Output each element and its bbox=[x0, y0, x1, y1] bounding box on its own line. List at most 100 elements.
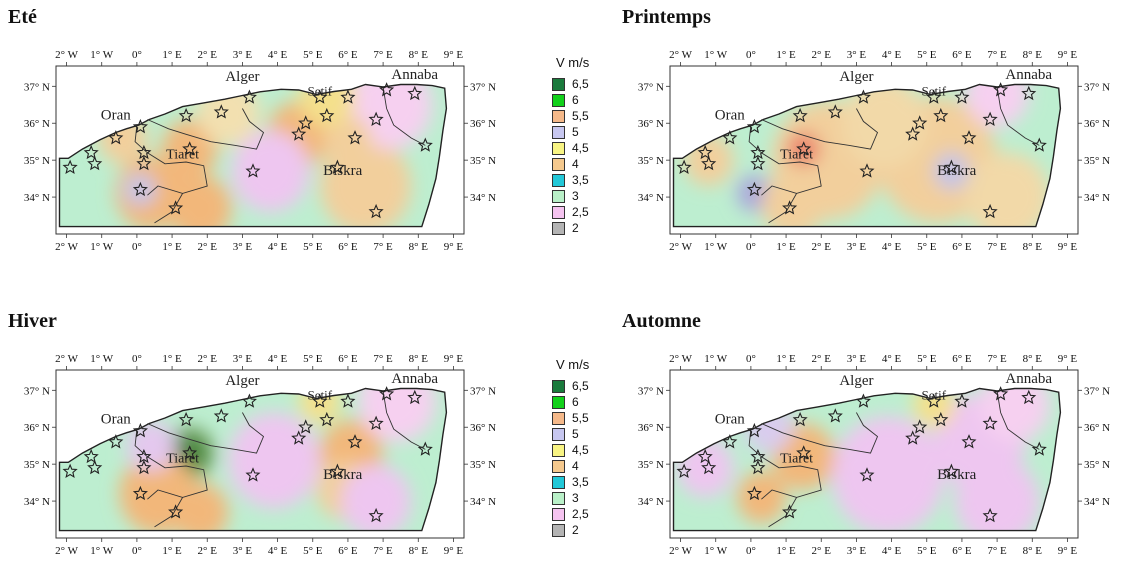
longitude-tick-label: 8° E bbox=[1023, 545, 1043, 557]
station-marker bbox=[407, 85, 423, 101]
map-ete: 2° W 2° W 1° W 1° W 0° 0° 1° E 1° E 2° E 2° E 3° E… bbox=[24, 49, 496, 253]
longitude-tick-label: 3° E bbox=[847, 49, 867, 61]
legend-swatch bbox=[552, 77, 565, 91]
coastline bbox=[672, 83, 1062, 228]
longitude-tick-label: 1° E bbox=[776, 545, 796, 557]
longitude-tick-label: 3° E bbox=[847, 545, 867, 557]
station-marker bbox=[750, 144, 766, 160]
legend-label: 3,5 bbox=[572, 173, 589, 187]
longitude-tick-label: 1° E bbox=[162, 241, 182, 253]
longitude-tick-label: 9° E bbox=[444, 241, 464, 253]
station-marker bbox=[182, 445, 198, 460]
map-frame bbox=[669, 369, 1079, 539]
longitude-tick-label: 8° E bbox=[409, 49, 429, 61]
longitude-tick-label: 7° E bbox=[373, 545, 393, 557]
station-marker bbox=[796, 141, 812, 156]
city-label-alger: Alger bbox=[225, 69, 259, 85]
wind-zone bbox=[168, 174, 232, 227]
city-label-setif: Setif bbox=[308, 388, 333, 403]
coastline bbox=[58, 83, 448, 228]
city-label-annaba: Annaba bbox=[1005, 371, 1052, 387]
station-marker bbox=[982, 507, 998, 523]
legend-title: V m/s bbox=[556, 357, 590, 372]
legend-label: 6 bbox=[572, 93, 579, 107]
longitude-tick-label: 9° E bbox=[1058, 241, 1078, 253]
wind-zone bbox=[979, 388, 1050, 442]
map-automne: 2° W 2° W 1° W 1° W 0° 0° 1° E 1° E 2° E 2° E 3° E… bbox=[638, 353, 1110, 557]
longitude-tick-label: 3° E bbox=[233, 49, 253, 61]
station-marker bbox=[62, 463, 78, 478]
legend-item: 6 bbox=[552, 92, 632, 108]
map-frame bbox=[55, 65, 465, 235]
station-marker bbox=[108, 434, 124, 449]
region-border bbox=[748, 429, 822, 500]
station-marker bbox=[340, 393, 356, 408]
station-marker bbox=[178, 107, 194, 123]
station-marker bbox=[1031, 441, 1047, 456]
longitude-tick-label: 5° E bbox=[917, 353, 937, 365]
legend-item: 5,5 bbox=[552, 410, 632, 426]
station-marker bbox=[782, 504, 798, 519]
legend-item: 3,5 bbox=[552, 172, 632, 188]
longitude-tick-label: 1° W bbox=[90, 545, 113, 557]
station-marker bbox=[368, 203, 384, 219]
legend-swatch bbox=[552, 507, 565, 521]
map-title-hiver: Hiver bbox=[8, 310, 57, 332]
longitude-tick-label: 4° E bbox=[268, 49, 288, 61]
station-marker bbox=[62, 159, 78, 174]
station-marker bbox=[1021, 85, 1037, 101]
city-label-alger: Alger bbox=[839, 69, 873, 85]
longitude-tick-label: 0° bbox=[746, 353, 756, 365]
latitude-tick-label: 37° N bbox=[470, 385, 496, 397]
station-marker bbox=[132, 485, 148, 501]
city-label-setif: Setif bbox=[922, 388, 947, 403]
station-marker bbox=[379, 82, 395, 97]
station-marker bbox=[1031, 137, 1047, 152]
station-marker bbox=[746, 118, 762, 134]
legend-item: 5,5 bbox=[552, 108, 632, 124]
latitude-tick-label: 36° N bbox=[470, 118, 496, 130]
longitude-tick-label: 4° E bbox=[268, 353, 288, 365]
map-panel-automne: Automne 2° W 2° W 1° W 1° W 0° 0° 1° E 1° E 2° E… bbox=[622, 310, 1136, 580]
longitude-tick-label: 1° E bbox=[162, 49, 182, 61]
longitude-tick-label: 1° W bbox=[90, 241, 113, 253]
longitude-tick-label: 9° E bbox=[444, 49, 464, 61]
station-marker bbox=[312, 89, 328, 104]
station-marker bbox=[417, 137, 433, 152]
longitude-tick-label: 2° E bbox=[812, 545, 832, 557]
station-marker bbox=[83, 144, 99, 160]
longitude-tick-label: 3° E bbox=[233, 545, 253, 557]
wind-zone bbox=[196, 84, 261, 146]
station-marker bbox=[1021, 389, 1037, 405]
station-marker bbox=[905, 126, 921, 141]
legend-swatch bbox=[552, 475, 565, 489]
longitude-tick-label: 4° E bbox=[882, 49, 902, 61]
wind-zone bbox=[323, 115, 373, 168]
station-marker bbox=[298, 115, 314, 130]
station-marker bbox=[340, 89, 356, 104]
longitude-tick-label: 0° bbox=[132, 241, 142, 253]
longitude-tick-label: 5° E bbox=[303, 353, 323, 365]
station-marker bbox=[132, 118, 148, 134]
station-marker bbox=[746, 181, 762, 197]
city-label-biskra: Biskra bbox=[937, 467, 977, 483]
station-marker bbox=[750, 155, 766, 171]
latitude-tick-label: 36° N bbox=[24, 422, 50, 434]
wind-zone bbox=[177, 440, 202, 466]
station-marker bbox=[213, 408, 229, 423]
latitude-tick-label: 34° N bbox=[470, 496, 496, 508]
legend-item: 2,5 bbox=[552, 204, 632, 220]
latitude-tick-label: 37° N bbox=[24, 81, 50, 93]
station-marker bbox=[213, 104, 229, 119]
longitude-tick-label: 2° W bbox=[55, 545, 78, 557]
latitude-tick-label: 36° N bbox=[1084, 422, 1110, 434]
wind-zone bbox=[124, 173, 157, 207]
station-marker bbox=[241, 89, 257, 104]
station-marker bbox=[329, 159, 345, 174]
legend-item: 3 bbox=[552, 188, 632, 204]
wind-zone bbox=[161, 119, 218, 179]
legend-swatch bbox=[552, 141, 565, 155]
longitude-tick-label: 9° E bbox=[1058, 545, 1078, 557]
legend-bottom: V m/s 6,5 6 5,5 5 4,5 4 3,5 3 2,5 2 bbox=[552, 357, 632, 538]
longitude-tick-label: 2° W bbox=[55, 241, 78, 253]
